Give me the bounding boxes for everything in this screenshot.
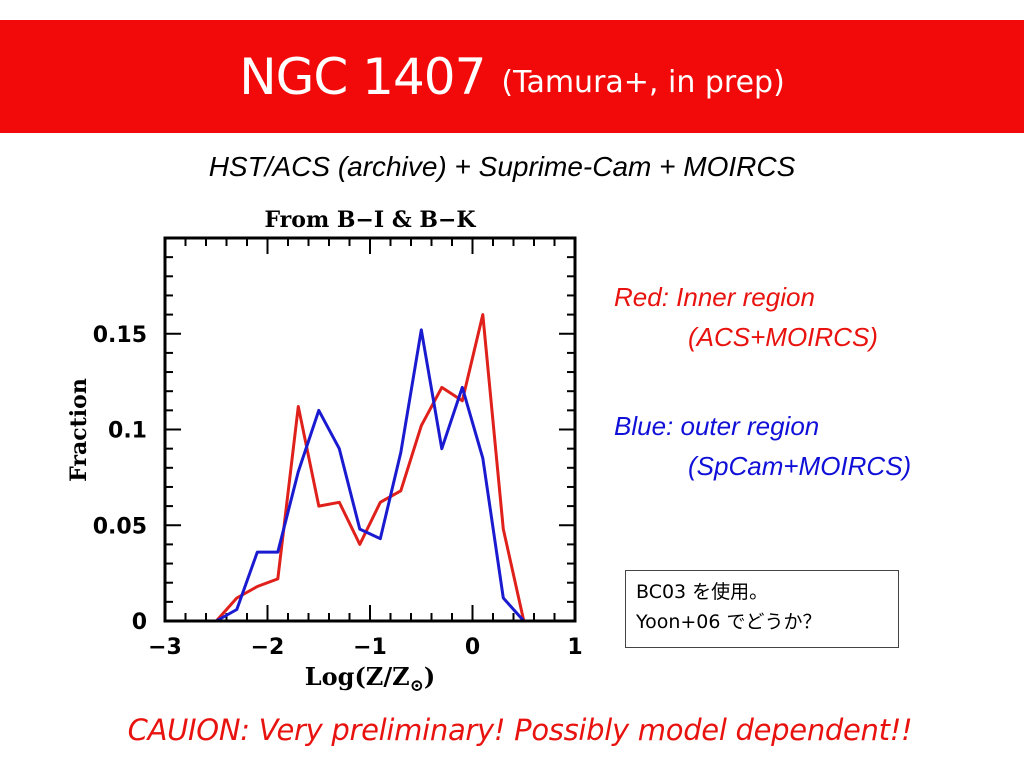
x-tick-label: −1 [353,635,387,660]
slide-title: NGC 1407 [239,47,486,106]
x-tick-label: 1 [567,635,582,660]
x-tick-label: −3 [148,635,182,660]
x-axis-label-close: ) [424,662,435,691]
metallicity-chart: From B−I & B−K Fraction −3 −2 −1 0 1 0 0.05 0.1… [66,207,583,696]
plot-frame [163,236,577,623]
x-tick-label: 0 [465,635,480,660]
x-axis-label: Log(Z/Z⊙) [305,662,435,696]
legend-red-line1: Red: Inner region [614,282,815,312]
x-axis-label-text: Log(Z/Z [305,662,410,691]
caution-text: CAUION: Very preliminary! Possibly model… [127,713,913,747]
note-line2: Yoon+06 でどうか？ [636,611,822,633]
legend-red-line2: (ACS+MOIRCS) [688,322,878,352]
legend-blue-line2: (SpCam+MOIRCS) [688,451,912,481]
x-tick-label: −2 [251,635,285,660]
title-banner: NGC 1407 (Tamura+, in prep) [0,20,1024,133]
y-tick-label: 0.1 [108,419,147,444]
legend-blue-line1: Blue: outer region [614,411,820,441]
tick-labels: −3 −2 −1 0 1 0 0.05 0.1 0.15 [93,323,583,660]
chart-title: From B−I & B−K [264,207,476,233]
series-lines [165,313,526,623]
red-series-line [165,313,526,623]
y-tick-label: 0.15 [93,323,147,348]
y-axis-label: Fraction [66,378,92,482]
y-tick-label: 0.05 [93,514,147,539]
note-line1: BC03 を使用。 [636,581,769,603]
x-axis-label-subscript: ⊙ [410,676,424,696]
axis-ticks [164,237,576,622]
blue-series-line [165,328,525,623]
note-box: BC03 を使用。 Yoon+06 でどうか？ [625,570,899,648]
slide-subtitle: HST/ACS (archive) + Suprime-Cam + MOIRCS [208,151,796,182]
y-tick-label: 0 [132,610,147,635]
slide-title-note: (Tamura+, in prep) [501,65,785,100]
